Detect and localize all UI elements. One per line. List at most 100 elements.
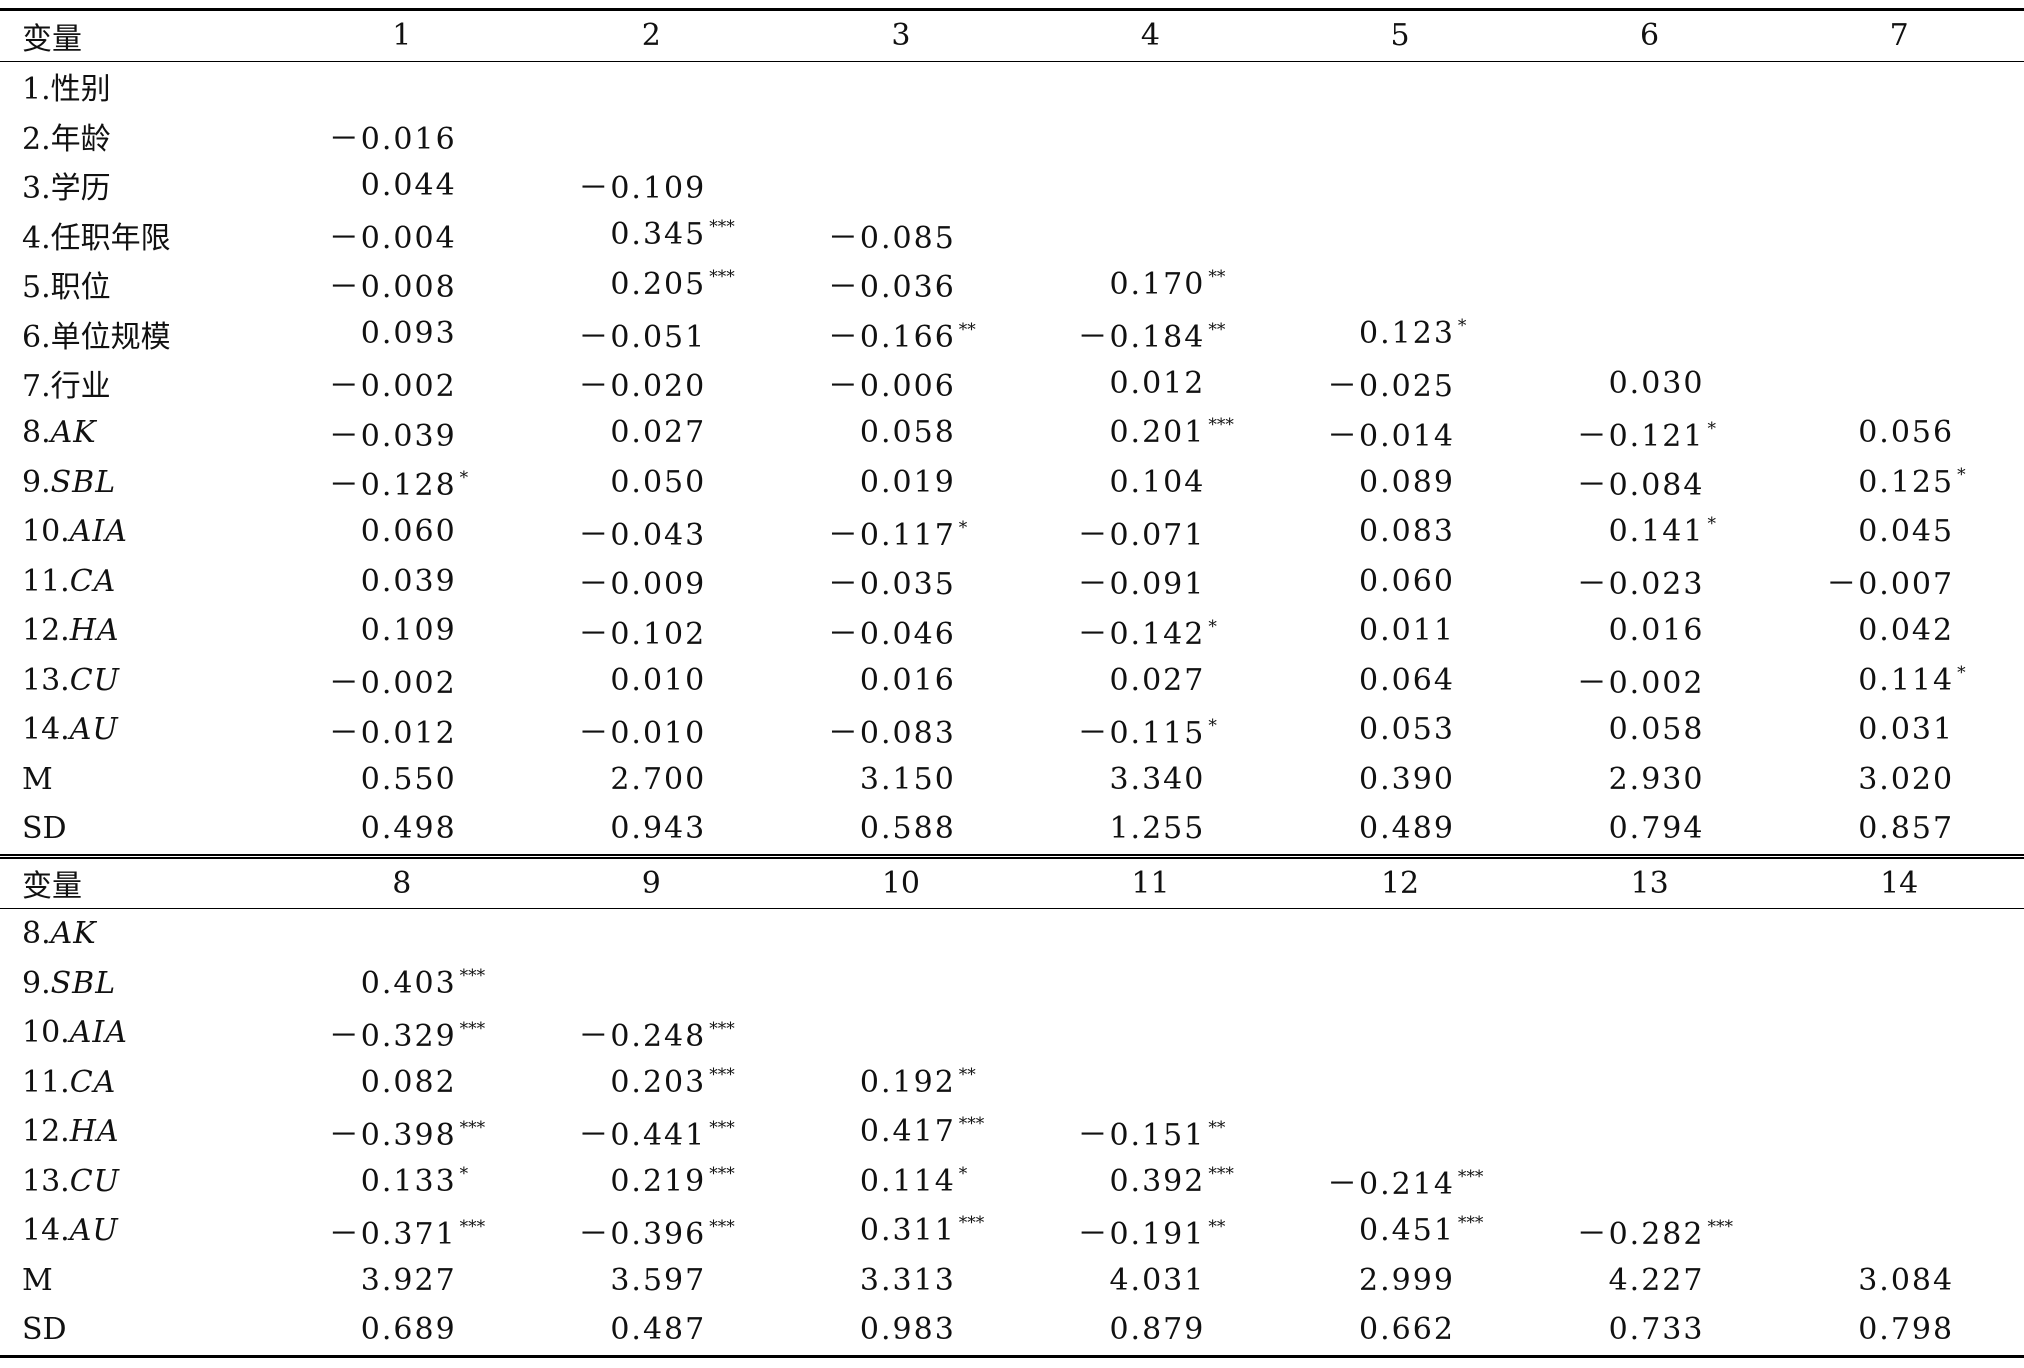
cell-value: 0.060 (1359, 563, 1455, 599)
cell: 0.093 (277, 309, 527, 359)
cell (776, 111, 1026, 161)
cell-value: －0.002 (328, 666, 457, 702)
cell: －0.329 *** (277, 1008, 527, 1058)
data-row: 5.职位 －0.008 0.205 *** －0.036 0.170 ** (0, 260, 2024, 310)
cell-value: －0.006 (827, 369, 956, 405)
significance: ** (958, 319, 976, 340)
row-name: 单位规模 (50, 319, 171, 355)
significance: ** (1208, 266, 1226, 287)
cell-value: －0.441 (578, 1117, 707, 1153)
row-index: 5. (22, 270, 51, 306)
cell-value: 0.042 (1858, 613, 1955, 649)
row-index: 10. (22, 1015, 70, 1051)
cell: 0.205 *** (527, 260, 777, 310)
cell-value: －0.008 (328, 270, 457, 306)
row-label: 10.AIA (0, 507, 277, 557)
row-name: 行业 (50, 369, 111, 405)
cell: －0.083 (776, 705, 1026, 755)
cell (1774, 210, 2024, 260)
row-name: 年龄 (50, 121, 111, 157)
row-name: AIA (69, 514, 128, 550)
row-name: AK (50, 916, 97, 952)
cell-value: 0.733 (1608, 1312, 1705, 1348)
cell-value: 4.031 (1109, 1262, 1206, 1298)
cell: 3.927 (277, 1256, 527, 1306)
data-row: 14.AU －0.012 －0.010 －0.083 －0.115 * 0.053 0.058… (0, 705, 2024, 755)
significance: ** (1208, 319, 1226, 340)
cell-value: －0.002 (328, 369, 457, 405)
row-name: SD (22, 1312, 67, 1348)
cell-value: 0.104 (1109, 464, 1206, 500)
cell (776, 1008, 1026, 1058)
cell (1774, 1107, 2024, 1157)
cell-value: 0.345 (610, 217, 707, 253)
cell: －0.004 (277, 210, 527, 260)
data-row: 3.学历 0.044 －0.109 (0, 161, 2024, 211)
cell (1774, 1206, 2024, 1256)
cell-value: 0.016 (1608, 613, 1705, 649)
cell: 0.011 (1275, 606, 1525, 656)
correlation-table: 变量 1 2 3 4 5 6 7 1.性别 2.年龄 －0.016 3.学历 0.044 －0.109 4.… (0, 8, 2024, 1358)
cell: 0.114 * (1774, 656, 2024, 706)
data-row: 11.CA 0.039 －0.009 －0.035 －0.091 0.060 －0.023 －… (0, 557, 2024, 607)
data-row: SD 0.689 0.487 0.983 0.879 0.662 0.733 0.798 (0, 1305, 2024, 1358)
cell (1525, 1058, 1775, 1108)
column-header: 8 (277, 853, 527, 909)
data-row: 14.AU －0.371 *** －0.396 *** 0.311 *** －0.191 ** 0… (0, 1206, 2024, 1256)
cell: 0.030 (1525, 359, 1775, 409)
row-name: SBL (50, 464, 117, 500)
cell (1525, 1157, 1775, 1207)
cell: 3.084 (1774, 1256, 2024, 1306)
cell (527, 111, 777, 161)
cell: －0.025 (1275, 359, 1525, 409)
cell (1026, 161, 1276, 211)
cell-value: －0.396 (578, 1216, 707, 1252)
cell: －0.396 *** (527, 1206, 777, 1256)
cell-value: 0.058 (1608, 712, 1705, 748)
cell-value: 0.058 (859, 415, 956, 451)
cell: 0.016 (776, 656, 1026, 706)
row-name: AK (50, 415, 97, 451)
cell: －0.184 ** (1026, 309, 1276, 359)
significance: *** (709, 1064, 735, 1085)
cell: 0.058 (1525, 705, 1775, 755)
data-row: 1.性别 (0, 61, 2024, 111)
cell-value: －0.010 (578, 715, 707, 751)
row-index: 8. (22, 415, 51, 451)
row-label: 14.AU (0, 1206, 277, 1256)
cell: －0.121 * (1525, 408, 1775, 458)
cell-value: －0.214 (1327, 1167, 1455, 1203)
cell-value: 0.039 (360, 563, 457, 599)
cell (1026, 1008, 1276, 1058)
cell (1026, 210, 1276, 260)
cell: 0.798 (1774, 1305, 2024, 1358)
cell-value: 0.027 (610, 415, 707, 451)
cell-value: 0.983 (859, 1312, 956, 1348)
row-name: AU (69, 712, 119, 748)
cell-value: 0.064 (1359, 662, 1455, 698)
cell: －0.142 * (1026, 606, 1276, 656)
cell: 0.012 (1026, 359, 1276, 409)
row-index: 3. (22, 171, 51, 207)
cell: 4.031 (1026, 1256, 1276, 1306)
cell (1525, 210, 1775, 260)
column-header: 12 (1275, 853, 1525, 909)
cell: －0.248 *** (527, 1008, 777, 1058)
cell: 0.016 (1525, 606, 1775, 656)
cell-value: 2.930 (1608, 761, 1705, 797)
row-name: 性别 (50, 72, 111, 108)
cell-value: 4.227 (1608, 1262, 1705, 1298)
cell-value: －0.191 (1077, 1216, 1206, 1252)
data-row: 6.单位规模 0.093 －0.051 －0.166 ** －0.184 ** 0.123 * (0, 309, 2024, 359)
cell: 0.390 (1275, 755, 1525, 805)
cell (1525, 909, 1775, 959)
cell: －0.002 (277, 656, 527, 706)
cell-value: 0.133 (360, 1163, 457, 1199)
cell: 0.489 (1275, 804, 1525, 856)
cell (776, 61, 1026, 111)
cell-value: 0.392 (1109, 1163, 1206, 1199)
cell: －0.043 (527, 507, 777, 557)
cell: 2.999 (1275, 1256, 1525, 1306)
significance: *** (1707, 1216, 1733, 1237)
cell (1774, 111, 2024, 161)
